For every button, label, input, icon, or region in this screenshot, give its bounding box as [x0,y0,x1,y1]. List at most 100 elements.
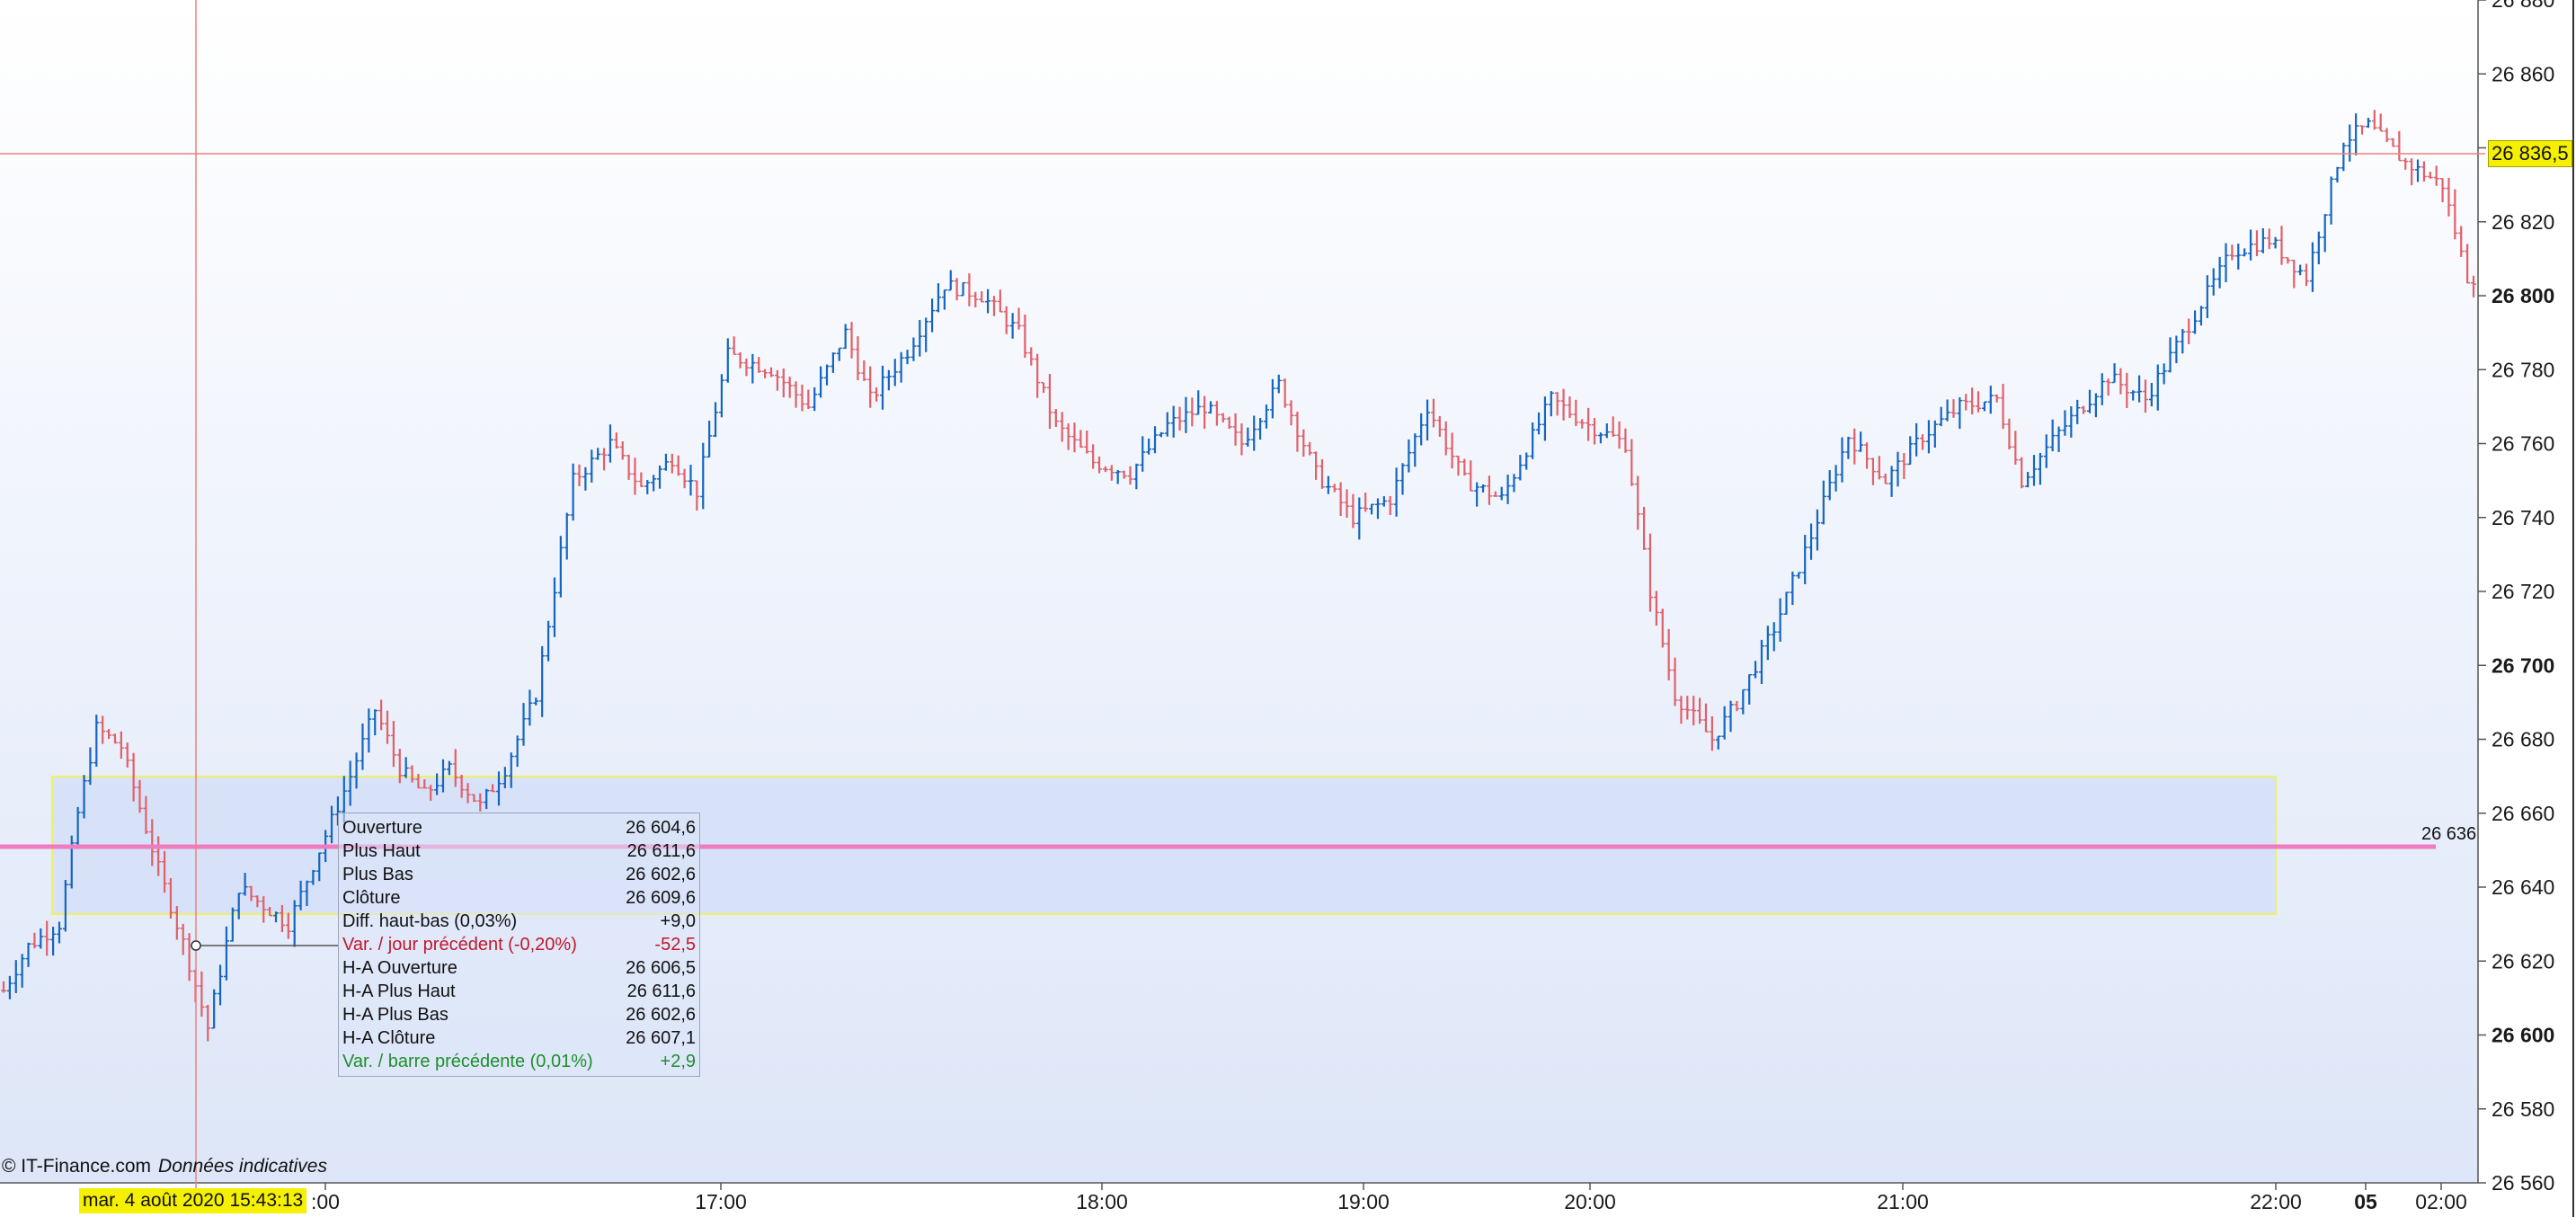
ohlc-bar [1443,421,1449,456]
ohlc-bar [1275,374,1282,394]
ohlc-bar [1251,415,1257,451]
ohlc-bar [1777,598,1783,642]
ohlc-bar [1697,697,1703,724]
ohlc-bar [1728,700,1734,733]
ohlc-bar [756,357,762,373]
ohlc-bar [304,880,310,906]
ohlc-bar [2124,372,2130,409]
ohlc-bar [1511,474,1517,493]
ohlc-bar [1046,373,1053,430]
tooltip-row: Var. / barre précédente (0,01%) +2,9 [342,1050,696,1073]
ohlc-bar [570,463,576,521]
ohlc-bar [1387,495,1393,515]
x-tick-label: 21:00 [1877,1190,1929,1213]
ohlc-bar [378,699,385,731]
ohlc-bar [1888,466,1895,497]
ohlc-bar [334,796,341,826]
ohlc-bar [632,457,638,495]
ohlc-bar [1764,626,1771,661]
ohlc-bar [1078,430,1084,449]
ohlc-bar [1158,431,1164,438]
ohlc-bar [1492,491,1498,497]
ohlc-bar [19,954,25,988]
ohlc-bar [2074,399,2081,424]
ohlc-bar [1950,399,1957,418]
ohlc-bar [1016,307,1022,330]
ohlc-bar [1814,509,1820,551]
ohlc-bar [1622,428,1629,453]
ohlc-bar [681,468,688,489]
ohlc-bar [2433,165,2439,186]
ohlc-bar [1666,628,1672,680]
ohlc-bar [1177,406,1183,431]
ohlc-bar [1498,486,1505,501]
ohlc-bar [38,928,44,949]
disclaimer-text: Données indicatives [158,1156,327,1177]
ohlc-bar [2297,264,2304,276]
ohlc-bar [786,377,793,398]
ohlc-bar [675,455,681,476]
ohlc-bar [805,389,812,410]
ohlc-bar [601,448,608,471]
ohlc-bar [137,779,143,813]
ohlc-bar [1084,430,1090,454]
ohlc-bar [1146,438,1152,455]
ohlc-bar [1586,407,1592,441]
ohlc-bar [1684,696,1691,720]
ohlc-bar [385,710,391,744]
ohlc-bar [2248,229,2254,261]
ohlc-bar [1337,482,1344,516]
ohlc-bar [31,932,38,949]
ohlc-bar [1914,422,1920,457]
ohlc-bar [2086,389,2092,413]
ohlc-bar [1523,452,1530,470]
ohlc-bar [273,911,280,923]
ohlc-bar [892,359,898,386]
ohlc-bar [2130,390,2136,401]
ohlc-bar [502,767,508,788]
x-tick-label: 22:00 [2250,1190,2302,1213]
ohlc-bar [2167,337,2173,373]
ohlc-bar [446,760,452,776]
ohlc-bar [316,852,323,882]
ohlc-bar [2081,405,2087,414]
ohlc-bar [885,369,892,391]
y-tick-label: 26 860 [2492,62,2554,85]
ohlc-bar [440,759,446,793]
y-tick-label: 26 580 [2492,1097,2554,1121]
ohlc-bar [1412,433,1418,467]
tooltip-value: 26 607,1 [626,1028,696,1048]
crosshair-price-badge: 26 836,5 [2488,140,2572,167]
ohlc-bar [657,465,663,489]
y-tick-label: 26 680 [2492,728,2554,751]
ohlc-bar [2216,256,2223,289]
y-tick-label: 26 660 [2492,802,2554,825]
ohlc-bar [1944,399,1950,422]
ohlc-bar [2025,472,2031,488]
tooltip-label: Clôture [342,888,401,908]
ohlc-bar [1932,420,1938,449]
ohlc-bar [1152,426,1159,454]
ohlc-bar [1263,404,1269,429]
ohlc-bar [1022,314,1028,359]
x-tick-label: :00 [311,1190,340,1213]
ohlc-bar [2068,406,2074,438]
ohlc-bar [1920,434,1926,450]
y-tick-label: 26 820 [2492,210,2554,234]
ohlc-bar [1003,306,1009,334]
ohlc-bar [2142,379,2148,413]
ohlc-bar [329,805,335,844]
ohlc-bar [2315,231,2322,265]
ohlc-bar [390,721,396,768]
ohlc-bar [1053,408,1059,428]
ohlc-bar [279,904,285,933]
ohlc-bar [1901,453,1907,480]
ohlc-bar [75,806,81,846]
ohlc-bar [1864,442,1870,469]
ohlc-bar [2322,214,2328,253]
ohlc-bar [1430,398,1436,428]
x-tick-label: 02:00 [2415,1190,2467,1213]
ohlc-bar [1059,412,1065,442]
ohlc-bar [2471,275,2476,298]
